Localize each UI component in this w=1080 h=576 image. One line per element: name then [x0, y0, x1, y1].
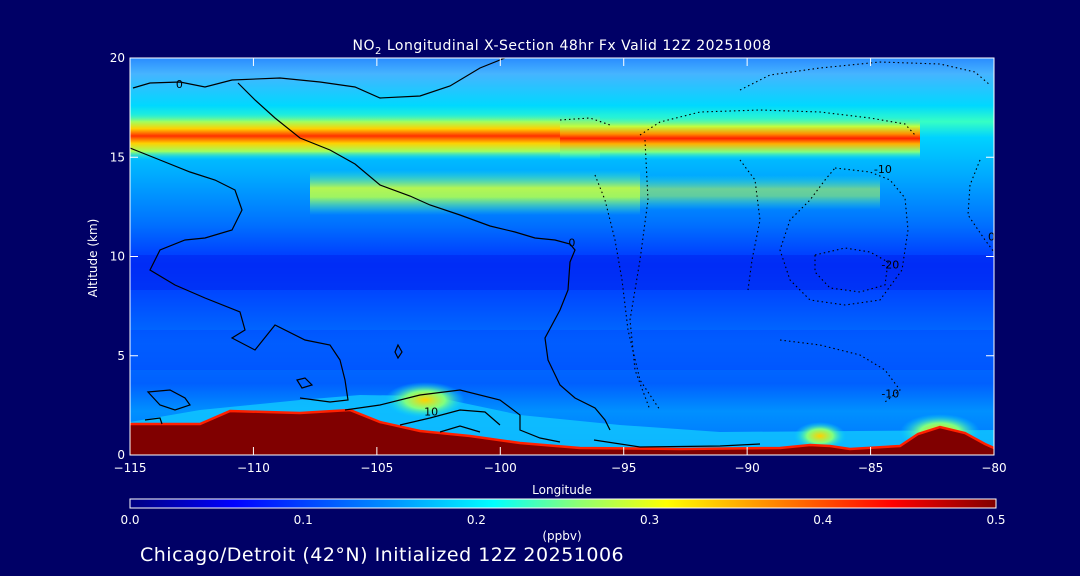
colorbar-frame [129, 498, 997, 509]
y-tick-label: 15 [110, 150, 125, 164]
contour-labels: 0 10 -10 -20 -10 0 0 [176, 78, 995, 419]
colorbar [130, 499, 996, 508]
x-tick-label: −85 [858, 461, 883, 475]
mid-band-east [640, 175, 880, 210]
footer-caption: Chicago/Detroit (42°N) Initialized 12Z 2… [140, 544, 624, 566]
mid-band [310, 170, 640, 215]
contour-label: -10 [874, 163, 892, 176]
dotted-outer-west [594, 174, 661, 411]
contour-loop-3 [394, 343, 403, 360]
colorbar-ticks: 0.0 0.1 0.2 0.3 0.4 0.5 [120, 513, 1005, 527]
contour-label: 10 [424, 405, 438, 418]
x-tick-label: −100 [484, 461, 517, 475]
dotted-minus-10 [779, 167, 909, 306]
colorbar-tick-label: 0.5 [986, 513, 1005, 527]
y-axis: 0 5 10 15 20 [110, 51, 994, 462]
dark-region-upper [130, 255, 994, 290]
contour-label: 0 [176, 78, 183, 91]
surface-blob-1 [385, 382, 465, 418]
contour-0-top [132, 58, 506, 99]
contour-label: 0 [568, 237, 575, 250]
x-tick-label: −105 [360, 461, 393, 475]
colorbar-tick-label: 0.4 [813, 513, 832, 527]
contour-10-inner [399, 409, 501, 426]
dotted-minus-20 [814, 247, 889, 293]
contour-loop-1 [146, 389, 191, 411]
colorbar-tick-label: 0.1 [294, 513, 313, 527]
colorbar-tick-label: 0.3 [640, 513, 659, 527]
upper-band-west [130, 112, 600, 160]
plot-area: 0 10 -10 -20 -10 0 0 [130, 58, 995, 455]
y-tick-label: 5 [117, 349, 125, 363]
x-tick-label: −95 [611, 461, 636, 475]
x-tick-label: −110 [237, 461, 270, 475]
contour-0-main [237, 82, 611, 431]
contour-loop-4 [144, 417, 163, 425]
y-tick-label: 10 [110, 250, 125, 264]
colorbar-tick-label: 0.0 [120, 513, 139, 527]
surface-layer [130, 410, 994, 455]
chart-title: NO2 Longitudinal X-Section 48hr Fx Valid… [353, 38, 772, 57]
y-tick-label: 0 [117, 448, 125, 462]
dashed-contours [559, 61, 994, 411]
contour-10-small [439, 425, 481, 433]
contour-0-west [130, 147, 349, 403]
contour-10-outer [344, 389, 561, 443]
x-axis: −115 −110 −105 −100 −95 −90 −85 −80 [114, 58, 1007, 475]
solid-contours [130, 58, 761, 448]
dotted-west-small [559, 117, 611, 126]
x-axis-label: Longitude [532, 483, 592, 497]
contour-surface-east [593, 439, 761, 448]
y-axis-label: Altitude (km) [86, 219, 100, 298]
dark-region-lower [130, 330, 994, 370]
dotted-west-2 [629, 139, 651, 411]
colorbar-tick-label: 0.2 [467, 513, 486, 527]
contour-loop-2 [296, 377, 314, 389]
x-tick-label: −115 [114, 461, 147, 475]
dotted-top [739, 61, 991, 91]
x-tick-label: −80 [981, 461, 1006, 475]
contour-label: -20 [881, 258, 899, 271]
y-tick-label: 20 [110, 51, 125, 65]
surface-blob-2 [794, 422, 846, 450]
contour-label: 0 [988, 231, 995, 244]
contour-label: -10 [881, 387, 899, 400]
surface-layer-edge [130, 408, 994, 451]
x-tick-label: −90 [734, 461, 759, 475]
colorbar-unit-label: (ppbv) [542, 529, 581, 543]
upper-band-east [560, 115, 920, 160]
